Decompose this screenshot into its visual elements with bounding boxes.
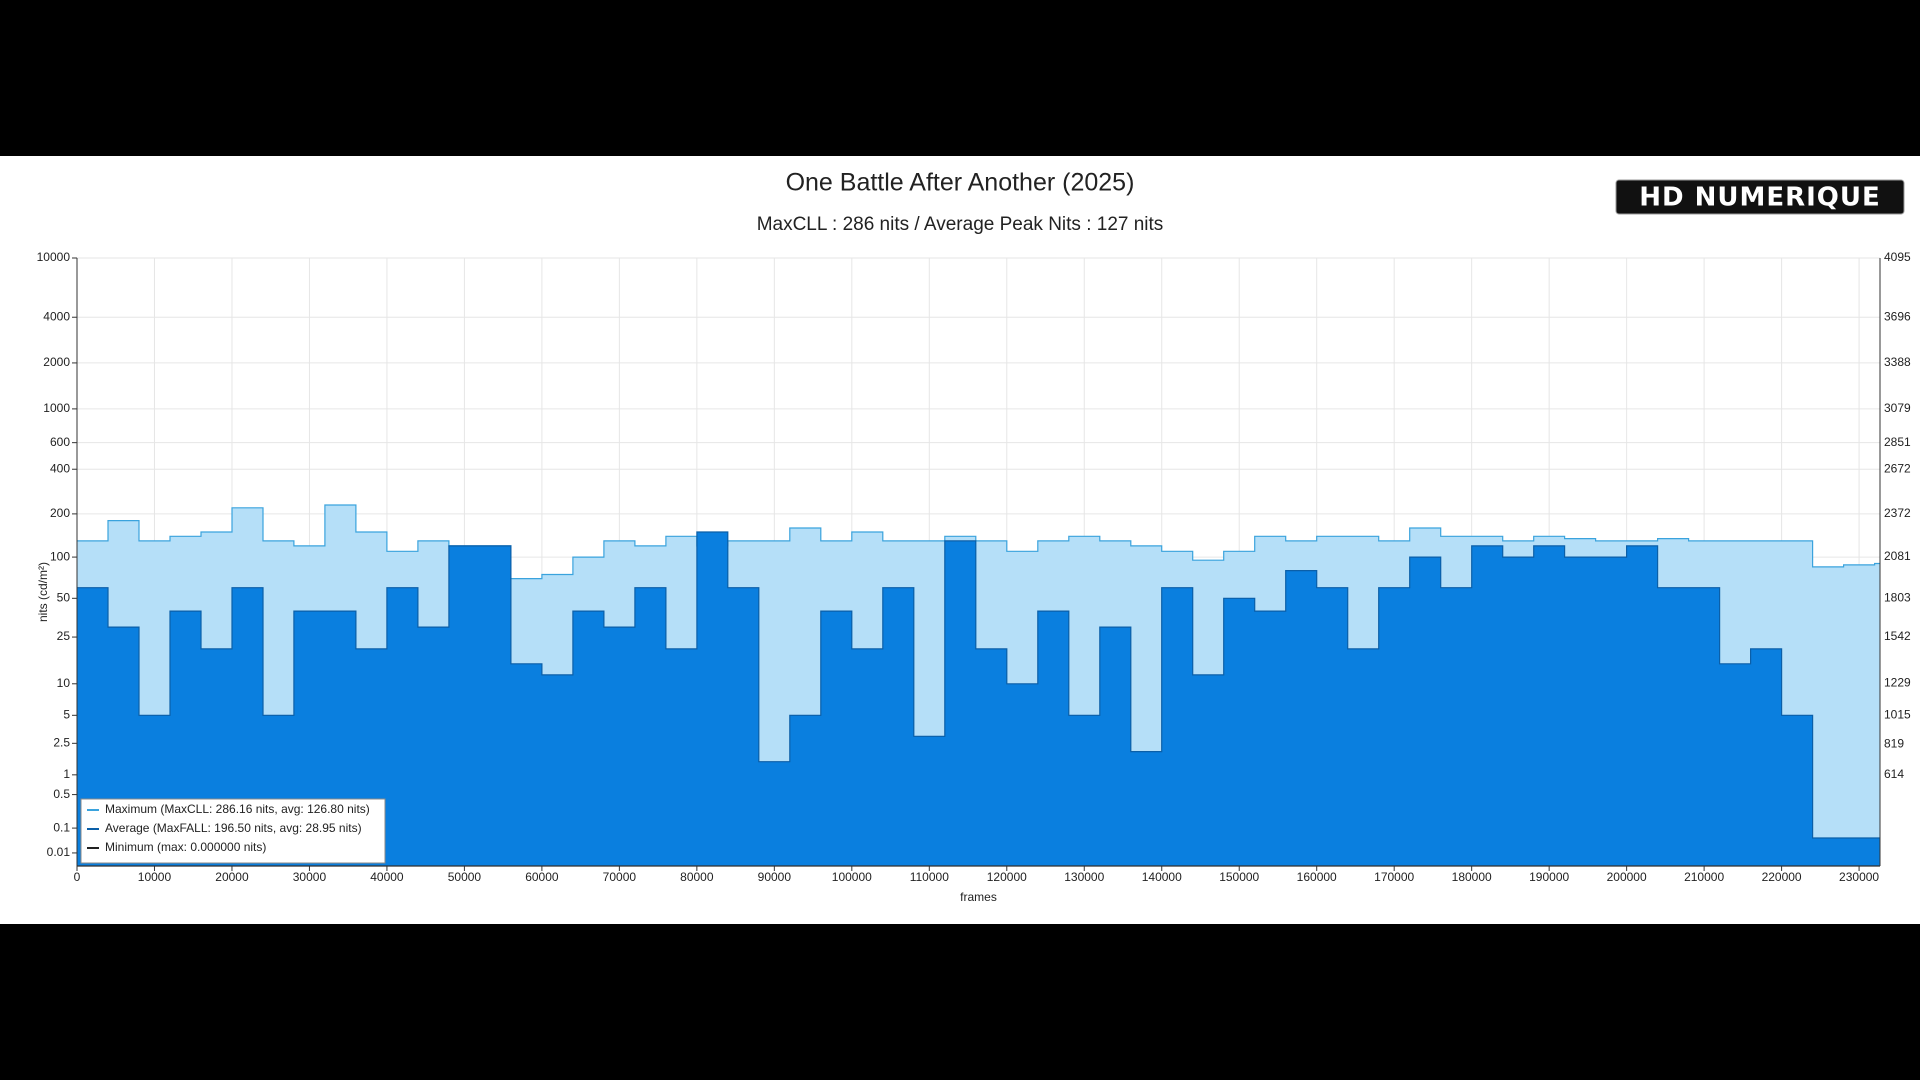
y-tick-label: 5 bbox=[63, 707, 70, 721]
x-tick-label: 190000 bbox=[1529, 870, 1569, 884]
x-tick-label: 60000 bbox=[525, 870, 559, 884]
y2-tick-label: 614 bbox=[1884, 767, 1904, 781]
x-tick-label: 210000 bbox=[1684, 870, 1724, 884]
y2-tick-label: 1015 bbox=[1884, 707, 1911, 721]
y2-tick-label: 1542 bbox=[1884, 629, 1911, 643]
legend-label: Minimum (max: 0.000000 nits) bbox=[105, 840, 266, 854]
y2-tick-label: 3079 bbox=[1884, 401, 1911, 415]
x-tick-label: 110000 bbox=[910, 870, 949, 884]
y2-tick-label: 3696 bbox=[1884, 309, 1911, 323]
x-tick-label: 20000 bbox=[215, 870, 249, 884]
legend-box bbox=[80, 798, 386, 864]
series-area bbox=[77, 532, 1880, 866]
series-line bbox=[77, 531, 1880, 839]
chart-subtitle: MaxCLL : 286 nits / Average Peak Nits : … bbox=[757, 214, 1164, 235]
y-tick-label: 10 bbox=[57, 676, 71, 690]
legend-label: Maximum (MaxCLL: 286.16 nits, avg: 126.8… bbox=[105, 802, 370, 816]
x-tick-label: 150000 bbox=[1219, 870, 1259, 884]
y-tick-label: 25 bbox=[57, 629, 71, 643]
logo-box bbox=[1615, 179, 1905, 215]
x-tick-label: 40000 bbox=[370, 870, 404, 884]
x-tick-label: 180000 bbox=[1452, 870, 1492, 884]
x-tick-label: 120000 bbox=[987, 870, 1027, 884]
x-tick-label: 200000 bbox=[1607, 870, 1647, 884]
x-tick-label: 70000 bbox=[603, 870, 637, 884]
x-tick-label: 230000 bbox=[1839, 870, 1879, 884]
x-tick-label: 220000 bbox=[1762, 870, 1802, 884]
y2-tick-label: 4095 bbox=[1884, 250, 1911, 264]
x-tick-label: 50000 bbox=[448, 870, 482, 884]
y2-tick-label: 2372 bbox=[1884, 506, 1911, 520]
y-tick-label: 0.5 bbox=[53, 787, 70, 801]
x-tick-label: 130000 bbox=[1064, 870, 1104, 884]
x-tick-label: 160000 bbox=[1297, 870, 1337, 884]
y-tick-label: 2000 bbox=[43, 355, 70, 369]
y-tick-label: 600 bbox=[50, 435, 70, 449]
y-tick-label: 0.1 bbox=[53, 820, 70, 834]
x-tick-label: 30000 bbox=[293, 870, 327, 884]
y-tick-label: 1 bbox=[63, 767, 70, 781]
y-tick-label: 10000 bbox=[37, 250, 71, 264]
y2-tick-label: 819 bbox=[1884, 737, 1904, 751]
y2-tick-label: 3388 bbox=[1884, 355, 1911, 369]
y-tick-label: 200 bbox=[50, 506, 70, 520]
y-tick-label: 400 bbox=[50, 461, 70, 475]
legend-label: Average (MaxFALL: 196.50 nits, avg: 28.9… bbox=[105, 821, 362, 835]
x-tick-label: 80000 bbox=[680, 870, 714, 884]
x-tick-label: 10000 bbox=[138, 870, 172, 884]
x-axis-label: frames bbox=[960, 890, 997, 904]
x-tick-label: 90000 bbox=[758, 870, 792, 884]
x-tick-label: 140000 bbox=[1142, 870, 1182, 884]
series-line bbox=[77, 504, 1880, 580]
y2-tick-label: 2081 bbox=[1884, 549, 1911, 563]
logo: HD NUMERIQUE bbox=[1639, 183, 1881, 213]
y2-tick-label: 2851 bbox=[1884, 435, 1911, 449]
y2-tick-label: 2672 bbox=[1884, 461, 1911, 475]
y-tick-label: 100 bbox=[50, 549, 70, 563]
y-tick-label: 50 bbox=[57, 590, 71, 604]
chart-title: One Battle After Another (2025) bbox=[786, 169, 1135, 197]
x-tick-label: 170000 bbox=[1374, 870, 1414, 884]
y2-tick-label: 1803 bbox=[1884, 590, 1911, 604]
y-tick-label: 0.01 bbox=[47, 845, 71, 859]
y-tick-label: 2.5 bbox=[53, 735, 70, 749]
x-tick-label: 0 bbox=[74, 870, 81, 884]
y2-tick-label: 1229 bbox=[1884, 676, 1911, 690]
y-axis-label: nits (cd/m²) bbox=[36, 562, 50, 622]
y-tick-label: 1000 bbox=[43, 401, 70, 415]
y-tick-label: 4000 bbox=[43, 309, 70, 323]
x-tick-label: 100000 bbox=[832, 870, 872, 884]
